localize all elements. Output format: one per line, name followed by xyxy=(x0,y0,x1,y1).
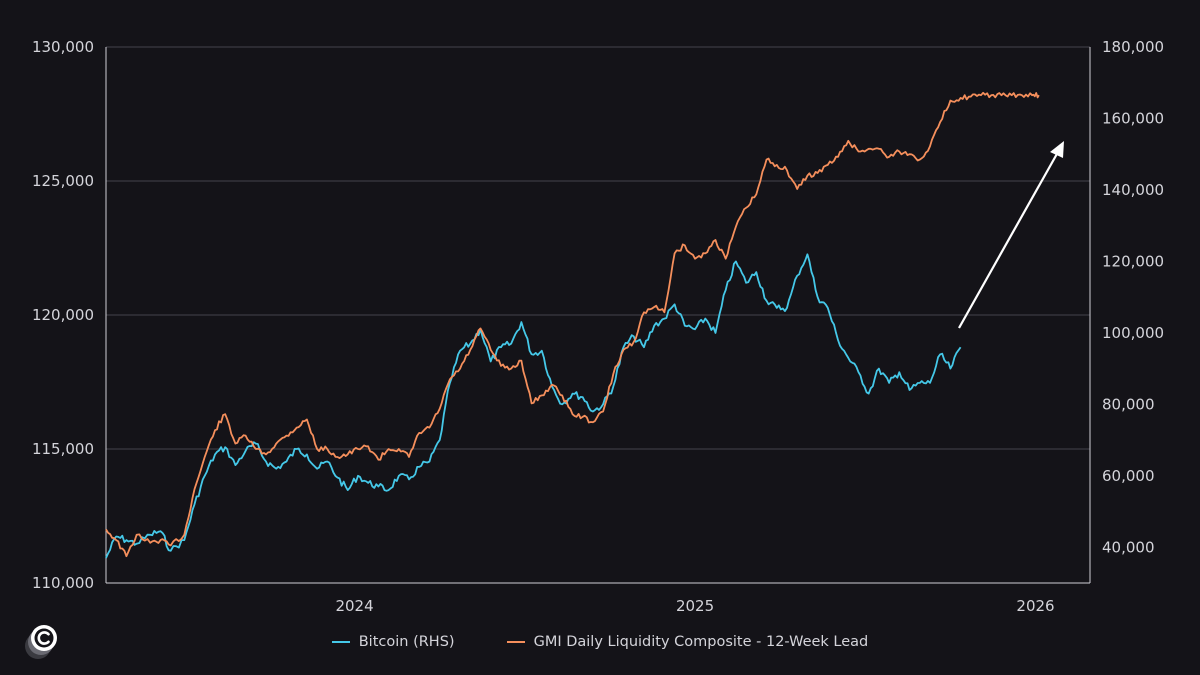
right-axis-ticks: 40,000 60,000 80,000 100,000 120,000 140,000 1… xyxy=(1102,38,1164,556)
legend-swatch-gmi xyxy=(506,641,525,643)
right-tick-label: 40,000 xyxy=(1102,538,1155,556)
axes xyxy=(105,47,1091,584)
left-tick-label: 125,000 xyxy=(32,172,94,190)
right-tick-label: 180,000 xyxy=(1102,38,1164,56)
right-tick-label: 100,000 xyxy=(1102,324,1164,342)
legend-item-bitcoin: Bitcoin (RHS) xyxy=(331,634,455,650)
legend-label-bitcoin: Bitcoin (RHS) xyxy=(358,634,455,650)
right-tick-label: 60,000 xyxy=(1102,467,1155,485)
x-tick-label: 2024 xyxy=(335,597,373,615)
gmi-liquidity-series-line xyxy=(105,91,1040,558)
projection-arrow xyxy=(958,141,1064,329)
legend-item-gmi: GMI Daily Liquidity Composite - 12-Week … xyxy=(506,634,869,650)
left-tick-label: 130,000 xyxy=(32,38,94,56)
legend-swatch-bitcoin xyxy=(331,641,350,643)
arrow-shaft xyxy=(958,151,1059,329)
left-tick-label: 115,000 xyxy=(32,440,94,458)
gridlines xyxy=(106,46,1090,450)
arrow-head xyxy=(1050,141,1064,158)
x-tick-label: 2025 xyxy=(676,597,714,615)
left-tick-label: 120,000 xyxy=(32,306,94,324)
bitcoin-series-line xyxy=(105,253,962,559)
right-tick-label: 160,000 xyxy=(1102,109,1164,127)
legend-label-gmi: GMI Daily Liquidity Composite - 12-Week … xyxy=(533,634,869,650)
x-tick-label: 2026 xyxy=(1016,597,1054,615)
right-tick-label: 80,000 xyxy=(1102,395,1155,413)
c-logo-icon xyxy=(25,625,57,659)
x-axis-ticks: 2024 2025 2026 xyxy=(335,597,1054,615)
left-tick-label: 110,000 xyxy=(32,574,94,592)
right-tick-label: 120,000 xyxy=(1102,252,1164,270)
left-axis-ticks: 110,000 115,000 120,000 125,000 130,000 xyxy=(32,38,94,592)
right-tick-label: 140,000 xyxy=(1102,181,1164,199)
series-lines xyxy=(105,91,1040,559)
legend: Bitcoin (RHS) GMI Daily Liquidity Compos… xyxy=(0,634,1200,650)
